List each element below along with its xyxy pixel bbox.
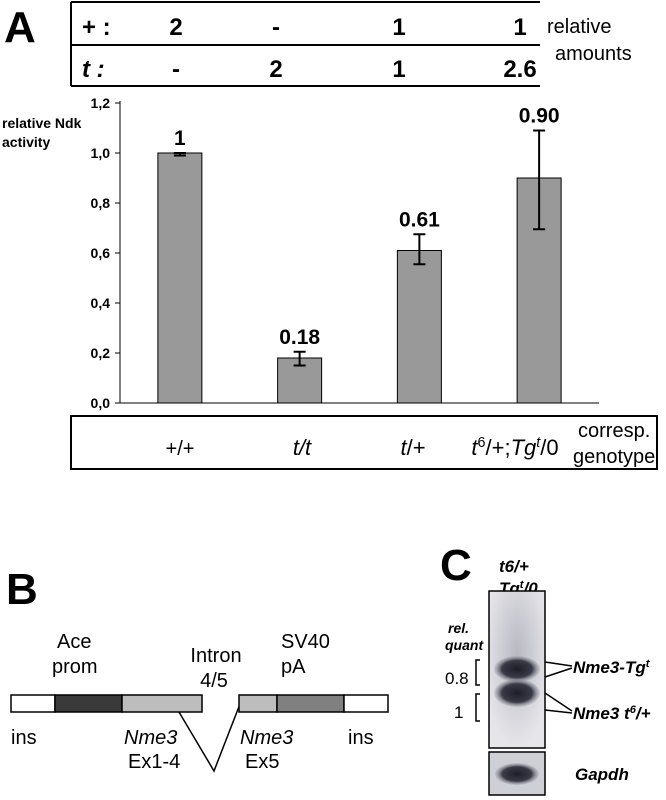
ins-right-segment bbox=[343, 694, 389, 713]
band-label-nme3-tg: Nme3-Tgt bbox=[573, 658, 651, 677]
panel-c-letter: C bbox=[440, 541, 472, 590]
genotype-side-label-line1: corresp. bbox=[578, 420, 650, 442]
y-tick-label: 0,0 bbox=[91, 395, 111, 411]
y-axis-label-line2: activity bbox=[2, 134, 50, 150]
sv40-label-line2: pA bbox=[281, 656, 306, 678]
blot-genotype-line1: t6/+ bbox=[499, 557, 529, 576]
ace-promoter-segment bbox=[54, 694, 123, 713]
bracket-tg bbox=[475, 659, 480, 686]
error-bar bbox=[293, 350, 306, 367]
genotype-label-t-plus: t/+ bbox=[400, 435, 425, 460]
y-axis-label-line1: relative Ndk bbox=[2, 115, 82, 131]
nme3-ex1-4-exons: Ex1-4 bbox=[128, 751, 180, 773]
band-label-nme3-t6: Nme3 t6/+ bbox=[573, 704, 651, 723]
gapdh-band bbox=[495, 763, 539, 785]
genotype-box: +/+ t/t t/+ t6/+;Tgt/0 corresp. genotype bbox=[70, 415, 658, 470]
northern-blot-panel: t6/+ Tgt/0 rel. quant 0.8 1 bbox=[445, 557, 651, 796]
sv40-pa-segment bbox=[276, 694, 345, 713]
ratio-cell: 2 bbox=[269, 56, 282, 83]
ins-left-segment bbox=[10, 694, 56, 713]
ratio-cell: - bbox=[172, 56, 180, 83]
ratio-cell: 1 bbox=[392, 14, 405, 41]
y-tick-label: 0,6 bbox=[91, 245, 111, 261]
nme3-ex5-exons: Ex5 bbox=[245, 751, 279, 773]
rel-quant-label-line1: rel. bbox=[448, 620, 469, 636]
ins-right-label: ins bbox=[348, 727, 374, 749]
y-tick-label: 1,2 bbox=[91, 95, 111, 111]
genotype-label-wt: +/+ bbox=[166, 438, 195, 460]
bar bbox=[277, 357, 323, 404]
intron-splice-line bbox=[178, 703, 241, 773]
panel-b-letter: B bbox=[6, 565, 38, 614]
y-tick-label: 0,2 bbox=[91, 345, 111, 361]
error-bar bbox=[413, 233, 426, 266]
ratio-cell: 2 bbox=[169, 14, 182, 41]
sv40-label-line1: SV40 bbox=[281, 631, 330, 653]
bar-value-label: 1 bbox=[174, 127, 186, 150]
pointer-tg-upper bbox=[544, 661, 573, 667]
blot-band-nme3-t6 bbox=[494, 679, 540, 707]
quant-value-tg: 0.8 bbox=[445, 669, 469, 688]
ratio-cell: 1 bbox=[392, 56, 405, 83]
genotype-side-label-line2: genotype bbox=[573, 446, 655, 468]
intron-label-line1: Intron bbox=[190, 645, 241, 667]
genotype-label-transgenic: t6/+;Tgt/0 bbox=[471, 435, 558, 460]
ratio-side-label-line2: amounts bbox=[555, 43, 632, 65]
intron-label-line2: 4/5 bbox=[200, 670, 228, 692]
bar bbox=[396, 250, 442, 404]
ratio-cell: 1 bbox=[513, 14, 526, 41]
rel-quant-label-line2: quant bbox=[445, 637, 484, 653]
ratio-row-plus-label: + : bbox=[82, 14, 111, 41]
panel-a-letter: A bbox=[4, 3, 36, 52]
bar-chart: relative Ndk activity 0,0 0,2 0,4 0,6 0,8 1,0… bbox=[2, 95, 599, 411]
ace-prom-label-line1: Ace bbox=[57, 631, 91, 653]
blot-band-nme3-tg bbox=[494, 656, 540, 682]
bar bbox=[157, 152, 203, 404]
ratio-table: + : t : 2 - 1 1 - 2 1 2.6 relative amoun… bbox=[70, 1, 632, 87]
genotype-label-tt: t/t bbox=[293, 435, 312, 460]
pointer-t6-lower bbox=[544, 709, 573, 714]
quant-value-t6: 1 bbox=[454, 703, 463, 722]
y-tick-label: 0,4 bbox=[91, 295, 111, 311]
ratio-cell: - bbox=[272, 14, 280, 41]
pointer-tg-lower bbox=[544, 667, 573, 678]
error-bar bbox=[533, 129, 546, 231]
ratio-row-t-label: t : bbox=[82, 56, 105, 83]
y-tick-label: 1,0 bbox=[91, 145, 111, 161]
gapdh-label: Gapdh bbox=[575, 765, 629, 784]
bar-value-label: 0.90 bbox=[519, 105, 560, 128]
bracket-t6 bbox=[475, 693, 480, 722]
ace-prom-label-line2: prom bbox=[52, 656, 98, 678]
construct-diagram: Ace prom Intron 4/5 SV40 pA ins ins Nme3… bbox=[10, 631, 389, 773]
nme3-ex1-4-name: Nme3 bbox=[124, 727, 177, 749]
ratio-side-label-line1: relative bbox=[547, 16, 611, 38]
bar-value-label: 0.18 bbox=[279, 326, 320, 349]
nme3-ex5-segment bbox=[238, 694, 278, 713]
ratio-cell: 2.6 bbox=[503, 56, 536, 83]
error-bar bbox=[173, 152, 186, 157]
nme3-ex1-4-segment bbox=[121, 694, 203, 713]
y-tick-label: 0,8 bbox=[91, 195, 111, 211]
ins-left-label: ins bbox=[11, 727, 37, 749]
bar-value-label: 0.61 bbox=[399, 208, 440, 231]
nme3-ex5-name: Nme3 bbox=[240, 727, 293, 749]
pointer-t6-upper bbox=[544, 692, 573, 712]
